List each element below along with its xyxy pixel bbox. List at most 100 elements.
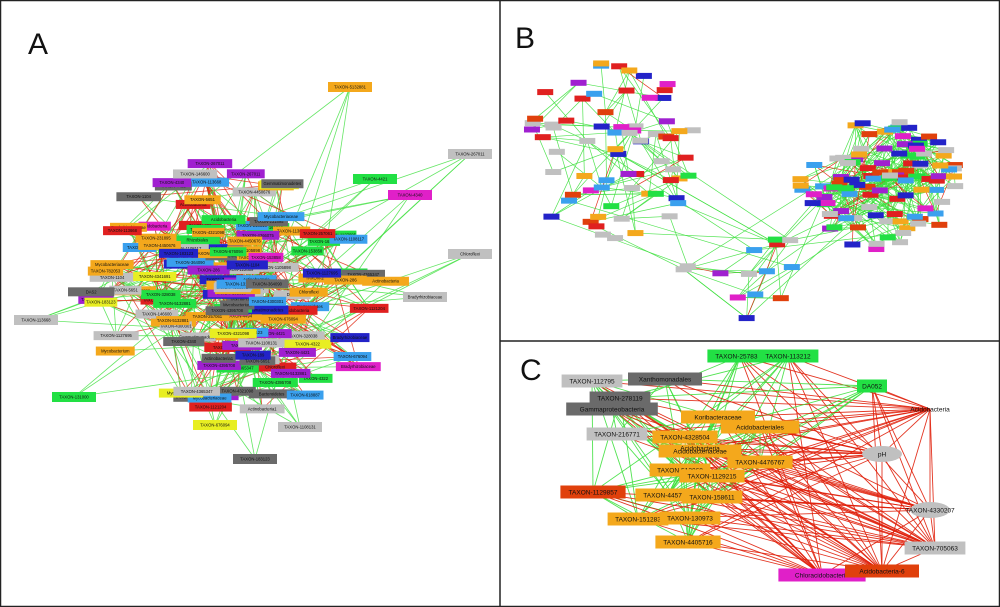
panel-c-edge: [592, 355, 789, 493]
panel-b-node: [889, 195, 906, 202]
panel-a-node-label: TAXON-676094: [268, 317, 298, 322]
panel-c-node: Acidobacteria: [910, 406, 950, 413]
panel-b-edge: [618, 153, 778, 245]
panel-a-edge: [122, 182, 173, 231]
panel-c-node: TAXON-113212: [757, 349, 819, 363]
panel-a-node: Actinobacteria1: [239, 404, 285, 414]
panel-c-node-label: Acidobacteriales: [736, 424, 784, 431]
panel-b-edge: [544, 91, 588, 142]
panel-b-node: [658, 118, 675, 125]
panel-b-node: [586, 90, 603, 97]
panel-a-node: TAXON-183123: [233, 454, 277, 464]
panel-a-node: TAXON-286: [187, 265, 230, 275]
panel-a-node: TAXON-146600: [226, 294, 263, 304]
panel-a-node-label: TAXON-1104: [235, 262, 260, 267]
panel-a-node-label: Mycobacteriaceae: [264, 214, 299, 219]
panel-b-edge: [746, 244, 778, 319]
panel-c-node: Acidobacteria: [680, 445, 720, 452]
panel-b-node: [564, 191, 581, 198]
panel-b-node: [859, 165, 876, 172]
panel-b-node: [837, 185, 854, 192]
panel-a-node-label: TAXON-1127695: [100, 333, 132, 338]
panel-a-node: TAXON-1104: [89, 272, 135, 282]
panel-a-node: TAXON-676094: [193, 420, 237, 430]
panel-a-node: TAXON-1127695: [93, 331, 139, 341]
panel-a-node-label: TAXON-618887: [290, 393, 320, 398]
panel-a-node-label: TAXON-4300301: [160, 323, 192, 328]
panel-b-node: [623, 185, 640, 192]
panel-a-node-label: Actinobacteria1: [248, 406, 278, 411]
panel-a-node: TAXON-364090: [245, 279, 289, 289]
panel-b-node: [527, 115, 544, 122]
panel-b-edge: [556, 151, 602, 188]
panel-b-node: [611, 63, 628, 70]
panel-c-node: Gammaproteobacteria: [566, 402, 658, 416]
panel-b-node: [868, 240, 885, 247]
panel-b-node: [850, 224, 867, 231]
panel-a-node-label: TAXON-153858: [251, 255, 281, 260]
panel-a-node: TAXON-4366075: [236, 230, 280, 240]
panel-a-node-label: DAS2: [86, 289, 98, 294]
panel-letter-c: C: [520, 354, 542, 387]
panel-a-node-label: TAXON-4322: [303, 376, 328, 381]
panel-b-node: [907, 142, 924, 149]
panel-b-edge: [605, 90, 627, 113]
panel-b-edge: [601, 187, 612, 207]
panel-a-node-label: Actinobacteria: [372, 279, 399, 284]
panel-a-node: TAXON-267011: [226, 169, 265, 179]
panel-c-node: TAXON-1129215: [679, 469, 745, 483]
panel-b-node: [607, 146, 624, 153]
panel-a-node: TAXON-4321098: [209, 328, 257, 338]
panel-c-node-label: TAXON-2578357: [715, 353, 765, 360]
panel-a-node: TAXON-1108131: [278, 422, 322, 432]
panel-b-edge: [829, 198, 898, 229]
panel-a-edge: [267, 86, 351, 285]
panel-a-node-label: TAXON-5651: [245, 358, 270, 363]
panel-b-node: [570, 79, 587, 86]
panel-b-edge: [553, 148, 616, 173]
panel-b-node: [947, 183, 964, 190]
panel-c-edge: [821, 509, 931, 576]
panel-b-edge: [790, 220, 888, 241]
panel-a-node-label: TAXON-5132881: [157, 318, 189, 323]
panel-b-node: [816, 194, 833, 201]
panel-b-node: [747, 291, 764, 298]
panel-c-node-label: TAXON-4476767: [735, 459, 785, 466]
panel-c-node: pH: [862, 446, 902, 462]
panel-a-node: TAXON-1104: [116, 192, 161, 202]
panel-a-node-label: TAXON-328038: [146, 292, 176, 297]
panel-c-nodes: TAXON-112795 TAXON-2578357 TAXON-113212 Xan…: [560, 349, 966, 582]
panel-b-node: [894, 133, 911, 140]
panel-b-node: [901, 124, 918, 131]
panel-b-node: [523, 126, 540, 133]
panel-b-node: [861, 204, 878, 211]
panel-a-node: TAXON-4340: [152, 178, 192, 188]
panel-b: [523, 60, 964, 322]
panel-a-node-label: TAXON-4365347: [347, 272, 379, 277]
panel-b-node: [916, 150, 933, 157]
panel-b-node: [835, 154, 852, 161]
panel-a-edge: [197, 178, 376, 241]
panel-b-node: [906, 213, 923, 220]
panel-a-node: TAXON-5651: [109, 285, 142, 295]
panel-c-edge: [592, 491, 823, 576]
panel-b-node: [740, 270, 757, 277]
panel-a-node-label: TAXON-1121204: [195, 405, 227, 410]
panel-b-edge: [683, 268, 756, 295]
panel-b-node: [545, 124, 562, 131]
panel-a-node-label: Actinobacteria: [180, 202, 207, 207]
panel-a-node-label: Acidobacteria: [284, 308, 310, 313]
panel-b-node: [876, 145, 893, 152]
panel-b-node: [931, 221, 948, 228]
panel-a-node-label: TAXON-1104: [100, 275, 125, 280]
panel-b-node: [675, 266, 692, 273]
panel-c-node: TAXON-4405716: [655, 535, 721, 549]
panel-b-edge: [534, 82, 579, 119]
panel-b-node: [912, 160, 929, 167]
panel-b-node: [882, 169, 899, 176]
panel-b-edge: [631, 157, 686, 189]
panel-c-edge: [591, 380, 931, 410]
panel-b-node: [647, 190, 664, 197]
panel-c-edge: [619, 385, 873, 399]
panel-b-node: [772, 295, 789, 302]
